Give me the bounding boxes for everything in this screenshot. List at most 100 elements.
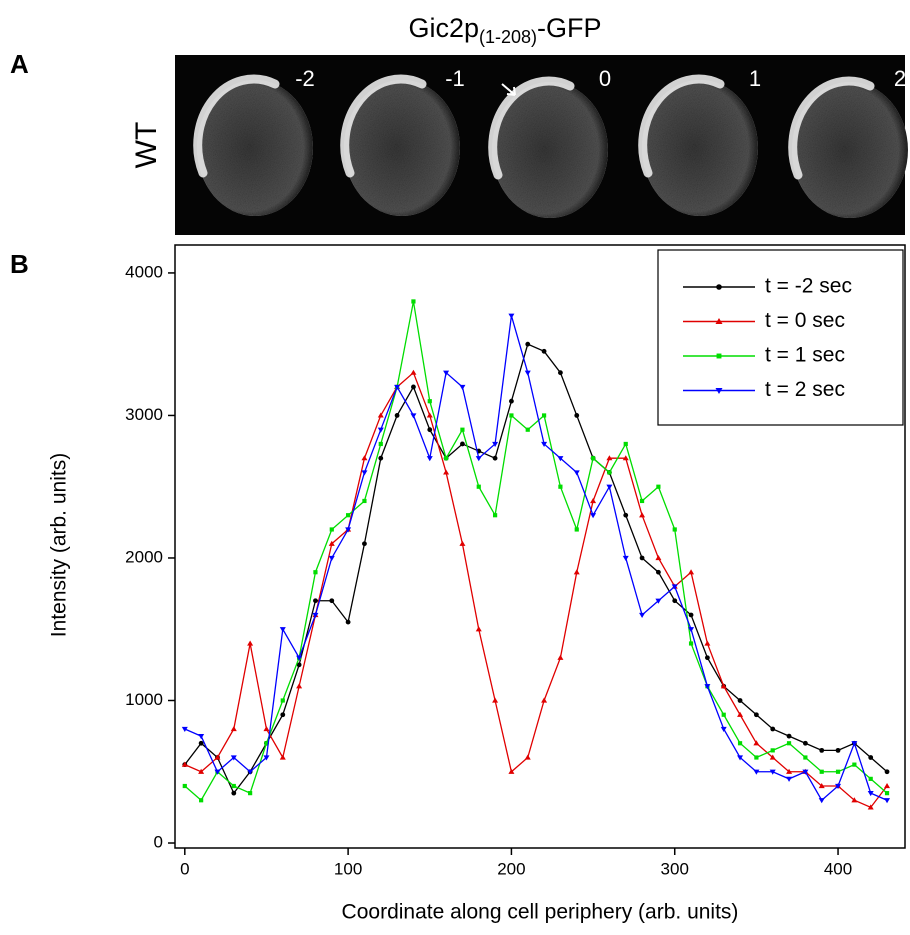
marker bbox=[656, 569, 661, 575]
marker bbox=[867, 791, 874, 797]
marker bbox=[198, 768, 205, 774]
legend: t = -2 sec t = 0 sec t = 1 sec t = 2 sec bbox=[657, 249, 904, 426]
frame-label: -1 bbox=[445, 66, 465, 91]
marker bbox=[279, 627, 286, 633]
marker bbox=[329, 527, 334, 532]
marker bbox=[508, 768, 515, 774]
marker bbox=[508, 313, 515, 319]
marker bbox=[394, 413, 400, 418]
marker bbox=[884, 769, 890, 775]
marker bbox=[214, 754, 221, 760]
marker bbox=[231, 790, 237, 796]
legend-label: t = 0 sec bbox=[765, 309, 845, 332]
marker bbox=[786, 768, 793, 774]
cell-image bbox=[197, 79, 313, 216]
cell-image bbox=[792, 81, 908, 218]
marker bbox=[574, 527, 579, 532]
marker bbox=[296, 655, 303, 661]
marker bbox=[606, 484, 613, 490]
marker bbox=[786, 741, 792, 746]
marker bbox=[181, 761, 188, 767]
marker bbox=[851, 797, 858, 803]
marker bbox=[802, 769, 809, 775]
marker bbox=[819, 747, 825, 753]
x-axis-label: Coordinate along cell periphery (arb. un… bbox=[342, 901, 739, 924]
marker bbox=[884, 798, 891, 804]
marker bbox=[558, 484, 563, 489]
marker bbox=[313, 570, 318, 575]
legend-label: t = -2 sec bbox=[765, 275, 852, 298]
marker bbox=[868, 755, 874, 760]
marker bbox=[590, 513, 597, 519]
series-line bbox=[184, 343, 888, 795]
marker bbox=[459, 384, 466, 390]
marker bbox=[541, 413, 547, 418]
marker bbox=[296, 662, 302, 668]
marker bbox=[492, 455, 498, 461]
marker bbox=[460, 441, 465, 447]
marker bbox=[247, 640, 254, 646]
marker bbox=[377, 412, 384, 418]
marker bbox=[753, 712, 759, 718]
marker bbox=[688, 612, 694, 618]
marker bbox=[884, 791, 890, 796]
marker bbox=[852, 762, 857, 767]
marker bbox=[279, 754, 286, 760]
marker bbox=[411, 384, 416, 390]
marker bbox=[704, 655, 710, 661]
y-tick-label: 2000 bbox=[125, 547, 163, 566]
y-tick-label: 0 bbox=[154, 832, 163, 851]
marker bbox=[328, 540, 335, 546]
marker bbox=[557, 654, 564, 660]
marker bbox=[198, 740, 204, 746]
marker bbox=[803, 755, 808, 760]
series-line bbox=[184, 371, 888, 809]
marker bbox=[541, 348, 547, 354]
marker bbox=[622, 555, 629, 561]
marker bbox=[574, 413, 580, 418]
marker bbox=[541, 441, 548, 447]
marker bbox=[248, 791, 253, 796]
marker bbox=[720, 683, 727, 689]
series-line bbox=[184, 301, 888, 802]
marker bbox=[231, 783, 236, 789]
marker bbox=[769, 754, 776, 760]
legend-box bbox=[657, 249, 904, 426]
marker bbox=[720, 726, 727, 732]
marker bbox=[884, 783, 891, 789]
marker bbox=[346, 513, 351, 518]
x-tick-label: 100 bbox=[334, 859, 362, 878]
marker bbox=[459, 540, 466, 546]
marker bbox=[754, 755, 759, 760]
title-sub: (1-208) bbox=[479, 27, 537, 47]
marker bbox=[411, 299, 416, 304]
marker bbox=[377, 427, 384, 433]
marker bbox=[639, 612, 646, 618]
marker bbox=[427, 399, 432, 404]
marker bbox=[214, 769, 221, 775]
marker bbox=[492, 441, 499, 447]
marker bbox=[280, 698, 285, 703]
x-tick-label: 300 bbox=[661, 859, 689, 878]
marker bbox=[868, 776, 873, 781]
marker bbox=[362, 498, 367, 504]
marker bbox=[361, 455, 368, 461]
y-axis-label: Intensity (arb. units) bbox=[48, 453, 71, 637]
y-tick-label: 4000 bbox=[125, 262, 163, 281]
marker bbox=[737, 698, 743, 703]
marker bbox=[607, 470, 612, 475]
marker bbox=[573, 569, 580, 575]
marker bbox=[590, 497, 597, 504]
marker bbox=[524, 754, 531, 760]
x-tick-label: 0 bbox=[180, 859, 189, 878]
marker bbox=[770, 748, 775, 753]
marker bbox=[492, 513, 498, 518]
marker bbox=[753, 740, 760, 746]
marker bbox=[672, 527, 677, 532]
marker bbox=[753, 769, 760, 775]
frame-label: 1 bbox=[749, 66, 761, 91]
row-label: WT bbox=[130, 122, 163, 169]
marker bbox=[835, 747, 841, 753]
marker bbox=[361, 470, 368, 476]
marker bbox=[541, 697, 548, 703]
